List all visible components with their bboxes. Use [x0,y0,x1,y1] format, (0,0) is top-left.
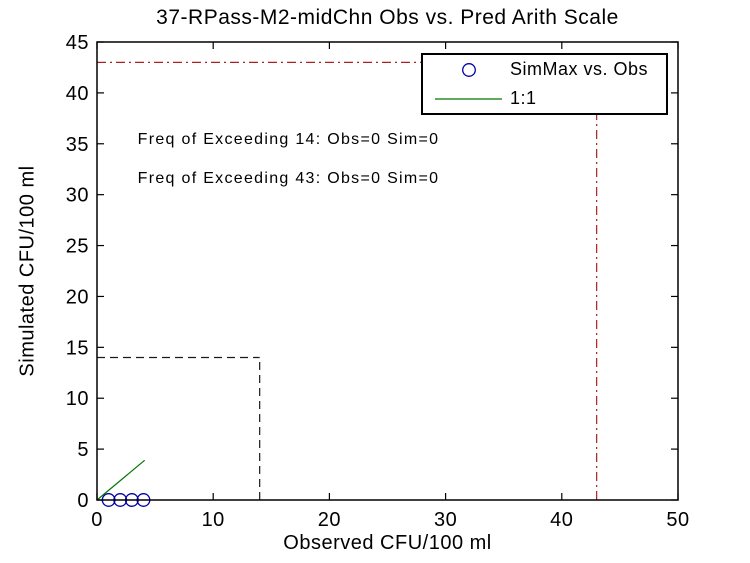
y-tick-label: 40 [66,83,89,105]
annotation-freq-exceeding-43: Freq of Exceeding 43: Obs=0 Sim=0 [137,169,440,187]
annotation-freq-exceeding-14: Freq of Exceeding 14: Obs=0 Sim=0 [137,131,440,149]
legend-label-simmax-vs-obs: SimMax vs. Obs [510,59,649,79]
x-tick-label: 40 [550,509,573,531]
y-tick-label: 15 [66,337,89,359]
x-axis-label: Observed CFU/100 ml [283,532,492,554]
y-axis-label-text: Simulated CFU/100 ml [16,165,39,377]
x-tick-label: 30 [434,509,457,531]
x-tick-label: 0 [91,509,103,531]
y-tick-label: 0 [77,490,89,512]
y-tick-label: 30 [66,185,89,207]
x-tick-label: 20 [318,509,341,531]
y-tick-label: 35 [66,134,89,156]
legend-label-1to1: 1:1 [510,88,537,108]
y-tick-label: 20 [66,286,89,308]
y-tick-label: 10 [66,388,89,410]
y-tick-label: 45 [66,32,89,54]
legend-entry-simmax-vs-obs: SimMax vs. Obs [423,55,666,84]
x-tick-label: 50 [666,509,689,531]
scatter-circle-marker-icon [423,62,502,78]
plot-box [96,41,679,501]
legend-entry-1to1: 1:1 [423,84,666,113]
y-tick-label: 5 [77,439,89,461]
series-line-1to1 [96,459,146,501]
plot-background [97,42,678,500]
line-sample-icon [423,91,502,107]
legend-box: SimMax vs. Obs 1:1 [421,53,668,115]
y-tick-label: 25 [66,236,89,258]
x-tick-label: 10 [202,509,225,531]
chart-title: 37-RPass-M2-midChn Obs vs. Pred Arith Sc… [156,6,619,29]
